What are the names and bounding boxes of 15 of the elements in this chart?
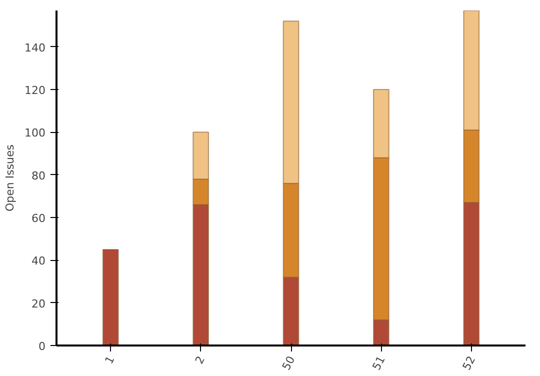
x-tick-label: 52 bbox=[460, 354, 478, 372]
y-tick-label: 40 bbox=[32, 254, 46, 268]
y-tick-label: 120 bbox=[24, 84, 46, 97]
y-axis-title: Open Issues bbox=[4, 144, 17, 212]
y-tick-label: 100 bbox=[24, 126, 46, 140]
y-tick-label: 80 bbox=[32, 169, 46, 182]
y-tick-label: 0 bbox=[38, 340, 46, 353]
x-tick-label: 51 bbox=[370, 354, 388, 372]
y-tick-label: 140 bbox=[24, 41, 46, 54]
x-tick-label: 50 bbox=[280, 354, 298, 372]
x-tick-label: 1 bbox=[102, 354, 118, 366]
y-tick-label: 20 bbox=[32, 297, 46, 310]
x-tick-label: 2 bbox=[192, 354, 208, 366]
y-tick-label: 60 bbox=[32, 212, 46, 225]
bar bbox=[102, 248, 119, 346]
